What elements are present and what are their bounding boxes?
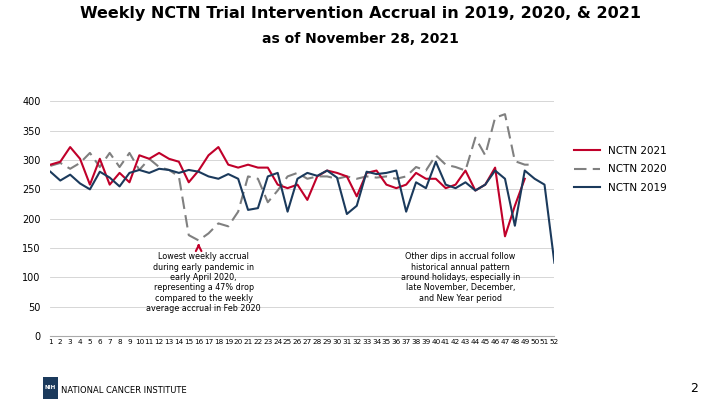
Text: Weekly NCTN Trial Intervention Accrual in 2019, 2020, & 2021: Weekly NCTN Trial Intervention Accrual i… [79,6,641,21]
Text: NIH: NIH [45,385,56,390]
Text: Other dips in accrual follow
historical annual pattern
around holidays, especial: Other dips in accrual follow historical … [401,252,520,303]
Text: 2: 2 [690,382,698,395]
Text: Lowest weekly accrual
during early pandemic in
early April 2020,
representing a : Lowest weekly accrual during early pande… [146,252,261,313]
Text: as of November 28, 2021: as of November 28, 2021 [261,32,459,47]
Legend: NCTN 2021, NCTN 2020, NCTN 2019: NCTN 2021, NCTN 2020, NCTN 2019 [570,142,671,197]
Text: NATIONAL CANCER INSTITUTE: NATIONAL CANCER INSTITUTE [61,386,186,395]
